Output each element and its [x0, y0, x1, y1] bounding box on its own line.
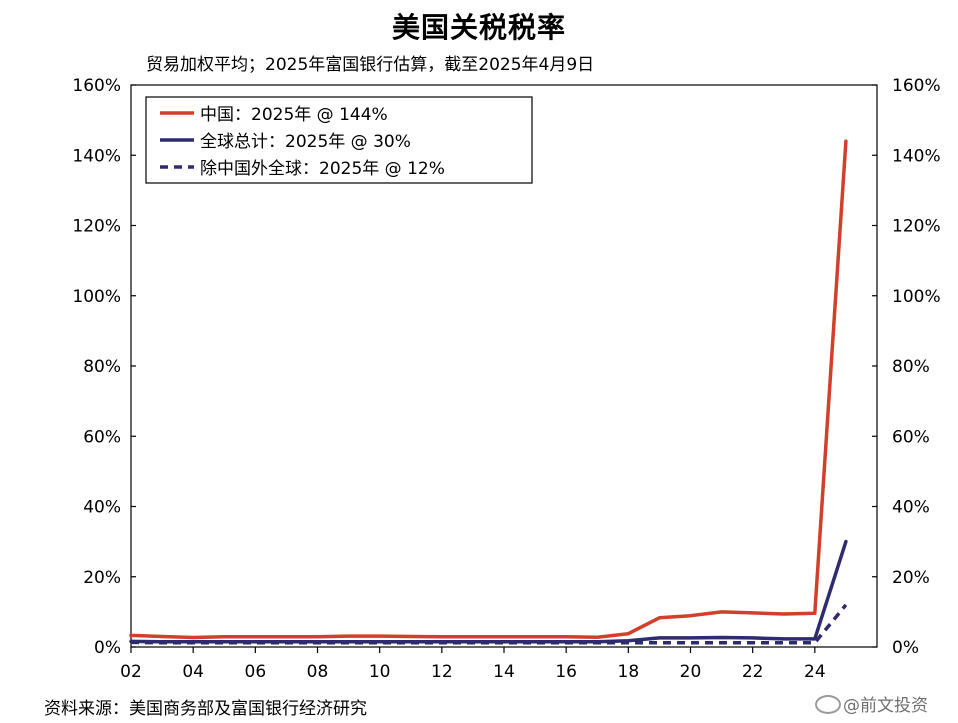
y-tick-label-right: 140%	[892, 146, 941, 166]
y-tick-label-left: 140%	[72, 146, 121, 166]
chart-lines	[129, 139, 848, 645]
x-tick-label: 08	[307, 662, 329, 682]
weibo-logo-icon	[815, 695, 841, 714]
chart-title: 美国关税税率	[391, 11, 566, 44]
y-tick-label-right: 80%	[892, 357, 930, 377]
x-tick-label: 22	[742, 662, 764, 682]
chart-axes: 0% 0% 20% 20% 40% 40% 60% 60% 80% 80% 100% 100% 120%…	[72, 76, 940, 682]
legend-label: 中国：2025年 @ 144%	[200, 105, 388, 125]
watermark-text: @前文投资	[843, 696, 928, 716]
y-tick-label-right: 100%	[892, 287, 941, 307]
legend-label: 除中国外全球：2025年 @ 12%	[200, 159, 445, 179]
y-tick-label-right: 60%	[892, 427, 930, 447]
y-tick-label-right: 0%	[892, 638, 919, 658]
y-tick-label-right: 20%	[892, 568, 930, 588]
y-tick-label-right: 160%	[892, 76, 941, 96]
x-tick-label: 06	[245, 662, 267, 682]
y-tick-label-right: 120%	[892, 217, 941, 237]
watermark: @前文投资	[815, 691, 928, 716]
chart-subtitle: 贸易加权平均；2025年富国银行估算，截至2025年4月9日	[146, 55, 595, 75]
x-tick-label: 24	[804, 662, 826, 682]
legend-label: 全球总计：2025年 @ 30%	[200, 132, 411, 152]
y-tick-label-left: 160%	[72, 76, 121, 96]
x-tick-label: 10	[369, 662, 391, 682]
y-tick-label-left: 80%	[83, 357, 121, 377]
series-line	[129, 539, 848, 644]
y-tick-label-right: 40%	[892, 498, 930, 518]
y-tick-label-left: 40%	[83, 498, 121, 518]
x-tick-label: 18	[618, 662, 640, 682]
y-tick-label-left: 60%	[83, 427, 121, 447]
y-tick-label-left: 20%	[83, 568, 121, 588]
series-line	[129, 139, 848, 640]
x-tick-label: 02	[120, 662, 142, 682]
y-tick-label-left: 100%	[72, 287, 121, 307]
x-tick-label: 12	[431, 662, 453, 682]
legend-box	[145, 96, 533, 184]
chart-legend: 中国：2025年 @ 144% 全球总计：2025年 @ 30% 除中国外全球：20…	[145, 96, 533, 184]
x-tick-label: 20	[680, 662, 702, 682]
source-note: 资料来源：美国商务部及富国银行经济研究	[44, 699, 367, 719]
y-tick-label-left: 0%	[94, 638, 121, 658]
x-tick-label: 16	[555, 662, 577, 682]
y-tick-label-left: 120%	[72, 217, 121, 237]
x-tick-label: 04	[182, 662, 204, 682]
x-tick-label: 14	[493, 662, 515, 682]
